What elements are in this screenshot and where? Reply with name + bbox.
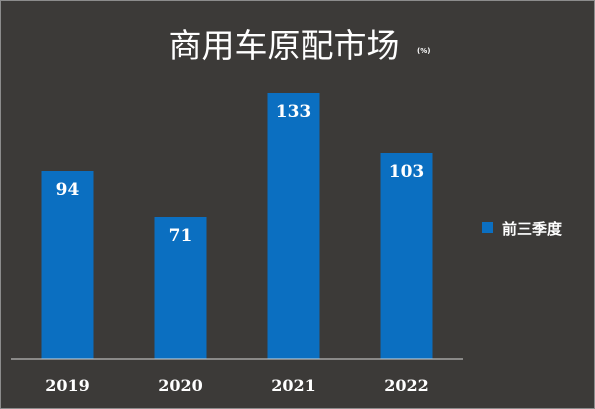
x-tick-2021: 2021 bbox=[271, 376, 316, 395]
data-label-2019: 94 bbox=[56, 180, 80, 200]
x-tick-2022: 2022 bbox=[384, 376, 429, 395]
bar-2019 bbox=[41, 171, 94, 359]
x-tick-2020: 2020 bbox=[158, 376, 203, 395]
legend-label: 前三季度 bbox=[502, 220, 563, 238]
x-tick-labels: 2019 2020 2021 2022 bbox=[45, 376, 429, 395]
bar-group: 94 71 133 103 bbox=[41, 93, 433, 359]
bar-2021 bbox=[267, 93, 320, 359]
legend: 前三季度 bbox=[482, 220, 563, 238]
data-label-2022: 103 bbox=[389, 162, 425, 182]
chart-title: 商用车原配市场 bbox=[169, 26, 400, 65]
bar-2020 bbox=[154, 217, 207, 359]
bar-2022 bbox=[380, 153, 433, 359]
data-label-2020: 71 bbox=[169, 226, 193, 246]
unit-label: (%) bbox=[417, 47, 430, 55]
legend-swatch bbox=[482, 222, 493, 233]
data-label-2021: 133 bbox=[276, 102, 312, 122]
x-tick-2019: 2019 bbox=[45, 376, 90, 395]
